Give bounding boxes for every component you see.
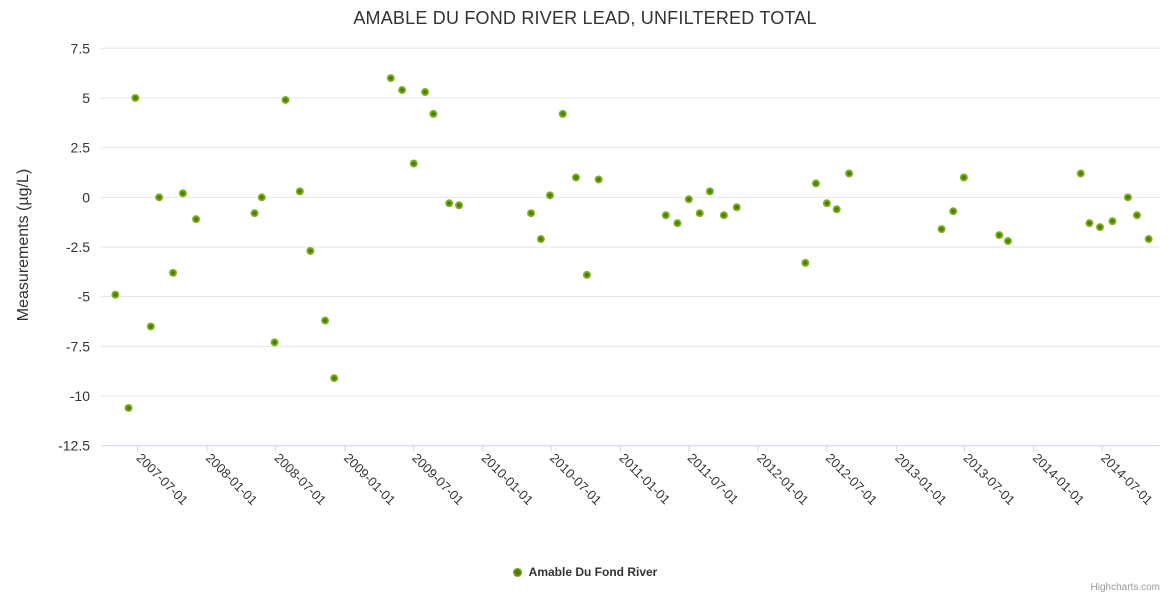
legend-series-label: Amable Du Fond River — [528, 565, 658, 579]
data-point[interactable] — [398, 86, 407, 95]
data-point[interactable] — [445, 199, 454, 208]
x-axis-tick-label: 2010-01-01 — [479, 450, 537, 508]
data-point[interactable] — [155, 193, 164, 202]
data-point[interactable] — [582, 270, 591, 279]
data-point[interactable] — [1003, 237, 1012, 246]
data-point[interactable] — [386, 74, 395, 83]
data-point[interactable] — [1085, 219, 1094, 228]
y-axis-tick-label: -10 — [70, 388, 90, 404]
data-point[interactable] — [330, 374, 339, 383]
data-point[interactable] — [937, 225, 946, 234]
data-point[interactable] — [695, 209, 704, 218]
data-point[interactable] — [732, 203, 741, 212]
data-point[interactable] — [295, 187, 304, 196]
data-point[interactable] — [321, 316, 330, 325]
data-point[interactable] — [527, 209, 536, 218]
data-point[interactable] — [111, 290, 120, 299]
y-axis-tick-label: 7.5 — [71, 40, 91, 56]
data-point[interactable] — [409, 159, 418, 168]
chart-title: AMABLE DU FOND RIVER LEAD, UNFILTERED TO… — [353, 8, 817, 28]
data-point[interactable] — [545, 191, 554, 200]
data-point[interactable] — [455, 201, 464, 210]
x-axis-tick-label: 2008-01-01 — [203, 450, 261, 508]
axis-layer — [101, 445, 1160, 452]
data-point[interactable] — [178, 189, 187, 198]
legend-marker-icon — [512, 567, 522, 577]
data-point[interactable] — [673, 219, 682, 228]
x-axis-tick-label: 2014-07-01 — [1098, 450, 1156, 508]
data-point[interactable] — [959, 173, 968, 182]
x-axis-tick-label: 2012-07-01 — [823, 450, 881, 508]
grid-layer — [101, 47, 1160, 447]
data-point[interactable] — [536, 235, 545, 244]
x-axis-tick-label: 2011-01-01 — [616, 450, 673, 507]
data-point[interactable] — [1144, 235, 1153, 244]
x-axis-tick-label: 2007-07-01 — [133, 450, 191, 508]
data-point[interactable] — [571, 173, 580, 182]
y-axis-tick-label: 5 — [82, 90, 90, 106]
y-axis-tick-label: -5 — [78, 289, 91, 305]
data-point[interactable] — [684, 195, 693, 204]
data-point[interactable] — [949, 207, 958, 216]
data-point[interactable] — [306, 246, 315, 255]
data-point[interactable] — [192, 215, 201, 224]
y-axis-tick-label: 0 — [82, 189, 90, 205]
x-axis-tick-label: 2009-07-01 — [409, 450, 467, 508]
data-point[interactable] — [257, 193, 266, 202]
data-points-layer — [111, 74, 1153, 412]
y-axis-tick-label: -7.5 — [66, 338, 90, 354]
legend-item-amable-du-fond-river[interactable]: Amable Du Fond River — [512, 565, 658, 579]
x-axis-tick-label: 2013-01-01 — [892, 450, 950, 508]
data-point[interactable] — [811, 179, 820, 188]
data-point[interactable] — [594, 175, 603, 184]
data-point[interactable] — [270, 338, 279, 347]
x-axis-tick-label: 2011-07-01 — [685, 450, 742, 507]
data-point[interactable] — [705, 187, 714, 196]
data-point[interactable] — [822, 199, 831, 208]
x-axis-tick-label: 2008-07-01 — [272, 450, 330, 508]
data-point[interactable] — [429, 109, 438, 118]
data-point[interactable] — [1108, 217, 1117, 226]
data-point[interactable] — [1096, 223, 1105, 232]
y-axis-tick-label: -2.5 — [66, 239, 90, 255]
data-point[interactable] — [169, 268, 178, 277]
x-axis-tick-label: 2010-07-01 — [547, 450, 605, 508]
data-point[interactable] — [832, 205, 841, 214]
data-point[interactable] — [801, 258, 810, 267]
data-point[interactable] — [281, 95, 290, 104]
data-point[interactable] — [1132, 211, 1141, 220]
credits-link[interactable]: Highcharts.com — [1090, 582, 1160, 593]
data-point[interactable] — [421, 88, 430, 97]
x-axis-tick-label: 2014-01-01 — [1030, 450, 1088, 508]
x-axis-tick-label: 2009-01-01 — [341, 450, 399, 508]
data-point[interactable] — [124, 403, 133, 412]
y-axis-tick-label: -12.5 — [58, 438, 90, 454]
data-point[interactable] — [250, 209, 259, 218]
data-point[interactable] — [995, 231, 1004, 240]
data-point[interactable] — [719, 211, 728, 220]
x-axis-tick-label: 2012-01-01 — [754, 450, 812, 508]
data-point[interactable] — [1123, 193, 1132, 202]
data-point[interactable] — [146, 322, 155, 331]
y-axis-tick-label: 2.5 — [71, 140, 91, 156]
data-point[interactable] — [661, 211, 670, 220]
data-point[interactable] — [131, 93, 140, 102]
data-point[interactable] — [845, 169, 854, 178]
data-point[interactable] — [558, 109, 567, 118]
data-point[interactable] — [1076, 169, 1085, 178]
legend: Amable Du Fond River — [0, 563, 1170, 581]
x-axis-tick-label: 2013-07-01 — [960, 450, 1018, 508]
